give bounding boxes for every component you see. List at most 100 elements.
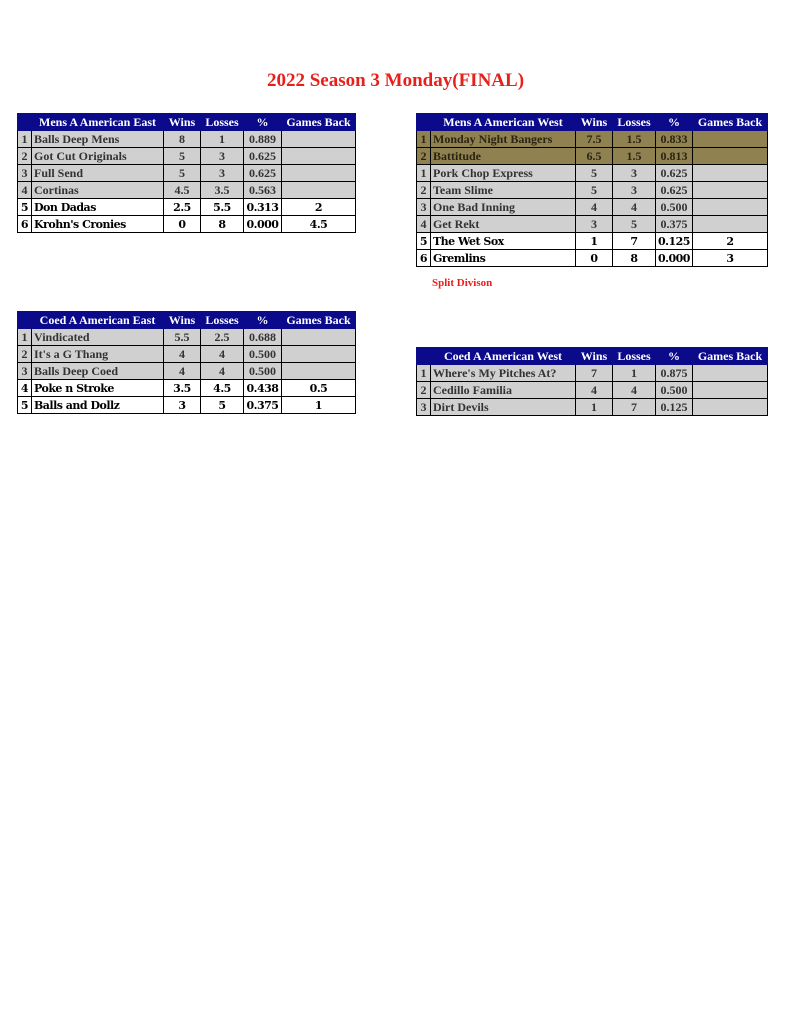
table-row: 2 It's a G Thang 4 4 0.500 xyxy=(17,345,356,363)
pct-cell: 0.500 xyxy=(655,198,693,216)
rank-header xyxy=(416,347,431,365)
games-back-cell: 1 xyxy=(281,396,356,414)
losses-cell: 3.5 xyxy=(200,181,244,199)
column-header: Losses xyxy=(612,113,656,131)
pct-cell: 0.688 xyxy=(243,328,282,346)
team-name: The Wet Sox xyxy=(430,232,576,250)
team-name: Team Slime xyxy=(430,181,576,199)
losses-cell: 8 xyxy=(200,215,244,233)
games-back-cell xyxy=(281,181,356,199)
losses-cell: 1 xyxy=(612,364,656,382)
rank-cell: 4 xyxy=(17,379,32,397)
losses-cell: 4 xyxy=(200,345,244,363)
losses-cell: 3 xyxy=(200,147,244,165)
pct-cell: 0.000 xyxy=(243,215,282,233)
wins-cell: 7 xyxy=(575,364,613,382)
losses-cell: 7 xyxy=(612,232,656,250)
losses-cell: 1.5 xyxy=(612,147,656,165)
split-division-note: Split Divison xyxy=(432,277,493,289)
team-name: Gremlins xyxy=(430,249,576,267)
rank-cell: 2 xyxy=(17,147,32,165)
games-back-cell xyxy=(281,345,356,363)
header-row: Coed A American West Wins Losses% Games Bac… xyxy=(416,347,768,365)
team-name: Full Send xyxy=(31,164,164,182)
wins-cell: 5 xyxy=(575,164,613,182)
team-name: Dirt Devils xyxy=(430,398,576,416)
wins-cell: 0 xyxy=(163,215,201,233)
division-header: Coed A American West xyxy=(430,347,576,365)
losses-cell: 4 xyxy=(612,381,656,399)
wins-cell: 2.5 xyxy=(163,198,201,216)
games-back-cell xyxy=(281,147,356,165)
division-header: Mens A American West xyxy=(430,113,576,131)
losses-cell: 2.5 xyxy=(200,328,244,346)
wins-cell: 1 xyxy=(575,398,613,416)
games-back-cell xyxy=(692,130,768,148)
table-row: 2 Team Slime 5 3 0.625 xyxy=(416,181,768,199)
losses-cell: 5 xyxy=(612,215,656,233)
losses-cell: 8 xyxy=(612,249,656,267)
rank-cell: 3 xyxy=(416,398,431,416)
wins-cell: 1 xyxy=(575,232,613,250)
column-header: Games Back xyxy=(692,347,768,365)
pct-cell: 0.313 xyxy=(243,198,282,216)
wins-cell: 4 xyxy=(163,345,201,363)
games-back-cell xyxy=(281,362,356,380)
games-back-cell: 0.5 xyxy=(281,379,356,397)
games-back-cell: 4.5 xyxy=(281,215,356,233)
rank-cell: 1 xyxy=(416,164,431,182)
table-row: 3 Balls Deep Coed 4 4 0.500 xyxy=(17,362,356,380)
team-name: Poke n Stroke xyxy=(31,379,164,397)
pct-cell: 0.375 xyxy=(243,396,282,414)
team-name: Balls Deep Coed xyxy=(31,362,164,380)
rank-cell: 2 xyxy=(416,147,431,165)
rank-cell: 4 xyxy=(416,215,431,233)
team-name: Balls Deep Mens xyxy=(31,130,164,148)
rank-cell: 5 xyxy=(416,232,431,250)
rank-cell: 1 xyxy=(17,328,32,346)
table-row: 1 Pork Chop Express 5 3 0.625 xyxy=(416,164,768,182)
pct-cell: 0.563 xyxy=(243,181,282,199)
wins-cell: 6.5 xyxy=(575,147,613,165)
header-row: Mens A American West Wins Losses% Games Bac… xyxy=(416,113,768,131)
team-name: Cedillo Familia xyxy=(430,381,576,399)
column-header: % xyxy=(243,113,282,131)
rank-cell: 1 xyxy=(416,364,431,382)
wins-cell: 3 xyxy=(163,396,201,414)
losses-cell: 4 xyxy=(200,362,244,380)
games-back-cell xyxy=(281,130,356,148)
games-back-cell xyxy=(281,328,356,346)
games-back-cell xyxy=(692,198,768,216)
team-name: Don Dadas xyxy=(31,198,164,216)
games-back-cell xyxy=(692,381,768,399)
rank-header xyxy=(17,113,32,131)
table-row: 1 Where's My Pitches At? 7 1 0.875 xyxy=(416,364,768,382)
pct-cell: 0.889 xyxy=(243,130,282,148)
losses-cell: 4.5 xyxy=(200,379,244,397)
games-back-cell xyxy=(692,164,768,182)
pct-cell: 0.500 xyxy=(243,362,282,380)
losses-cell: 3 xyxy=(612,181,656,199)
pct-cell: 0.000 xyxy=(655,249,693,267)
division-header: Mens A American East xyxy=(31,113,164,131)
wins-cell: 3 xyxy=(575,215,613,233)
pct-cell: 0.625 xyxy=(655,181,693,199)
table-row: 4 Poke n Stroke 3.5 4.5 0.438 0.5 xyxy=(17,379,356,397)
column-header: Wins xyxy=(163,311,201,329)
wins-cell: 0 xyxy=(575,249,613,267)
table-row: 6 Krohn's Cronies 0 8 0.000 4.5 xyxy=(17,215,356,233)
pct-cell: 0.500 xyxy=(243,345,282,363)
team-name: Balls and Dollz xyxy=(31,396,164,414)
table-row: 4 Get Rekt 3 5 0.375 xyxy=(416,215,768,233)
table-row: 4 Cortinas 4.5 3.5 0.563 xyxy=(17,181,356,199)
column-header: Games Back xyxy=(281,113,356,131)
pct-cell: 0.625 xyxy=(243,147,282,165)
rank-cell: 2 xyxy=(17,345,32,363)
games-back-cell xyxy=(692,181,768,199)
games-back-cell xyxy=(692,364,768,382)
column-header: Losses xyxy=(200,311,244,329)
column-header: % xyxy=(655,347,693,365)
games-back-cell xyxy=(692,215,768,233)
column-header: Wins xyxy=(575,347,613,365)
games-back-cell: 2 xyxy=(281,198,356,216)
